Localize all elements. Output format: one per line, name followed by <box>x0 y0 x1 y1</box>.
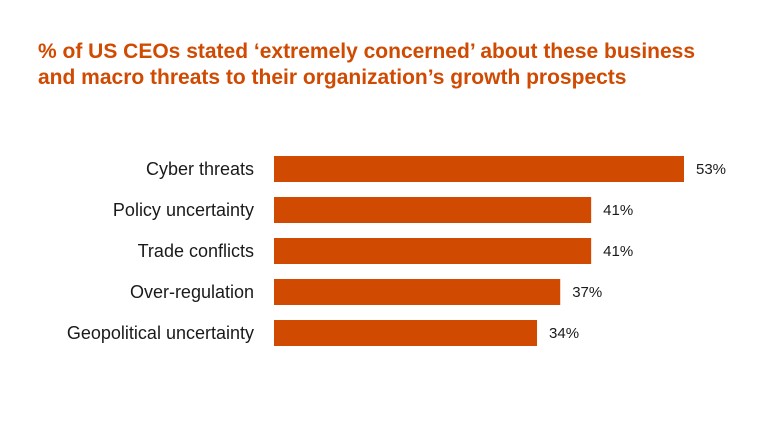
bar-policy-uncertainty <box>274 197 592 223</box>
category-label-policy-uncertainty: Policy uncertainty <box>113 200 254 220</box>
category-label-over-regulation: Over-regulation <box>130 282 254 302</box>
bar-over-regulation <box>274 279 561 305</box>
bar-geopolitical-uncertainty <box>274 320 538 346</box>
bar-cyber-threats <box>274 156 684 182</box>
chart-title: % of US CEOs stated ‘extremely concerned… <box>38 40 696 89</box>
value-label-over-regulation: 37% <box>572 284 602 301</box>
value-label-policy-uncertainty: 41% <box>603 202 633 219</box>
value-label-cyber-threats: 53% <box>696 161 726 178</box>
category-label-trade-conflicts: Trade conflicts <box>138 241 254 261</box>
value-label-trade-conflicts: 41% <box>603 243 633 260</box>
value-label-geopolitical-uncertainty: 34% <box>549 325 579 342</box>
bar-trade-conflicts <box>274 238 592 264</box>
category-label-cyber-threats: Cyber threats <box>146 159 254 179</box>
category-label-geopolitical-uncertainty: Geopolitical uncertainty <box>67 323 254 343</box>
